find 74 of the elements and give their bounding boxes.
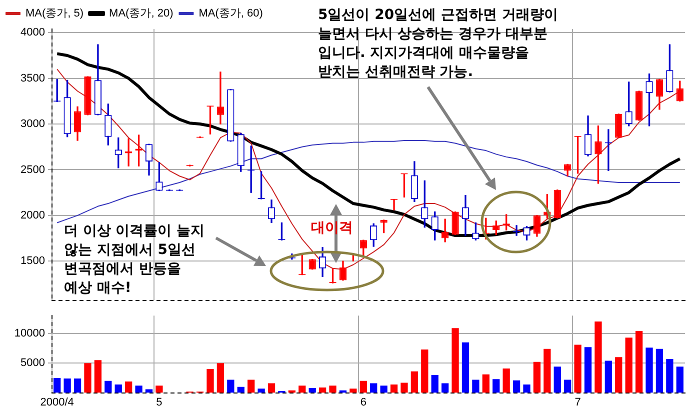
bar [84,363,92,393]
legend-label: MA(종가, 20) [109,8,174,20]
bar [502,368,510,393]
bar [329,386,336,393]
y-tick-label: 5000 [20,357,45,370]
bar [237,386,244,393]
bar [635,331,643,393]
bar [308,388,316,393]
bar [258,388,265,393]
bar [676,366,684,393]
bar [554,366,561,393]
bar [114,384,122,393]
bar [156,386,163,393]
bar [94,360,102,393]
bar [125,382,132,393]
bar [227,380,234,393]
bar [54,378,61,393]
bar [268,383,276,393]
legend-label: MA(종가, 5) [26,8,84,20]
y-tick-label: 10000 [14,327,45,340]
candlestick [216,72,224,124]
y-tick-label: 3000 [20,118,45,130]
x-tick-label: 7 [574,396,581,408]
bar [421,349,428,393]
bar [584,347,592,393]
bar [656,348,664,393]
x-tick-label: 6 [360,396,366,408]
bar [380,386,388,393]
bar [492,379,500,393]
annotation: 더 이상 이격률이 늘지 않는 지점에서 5일선 변곡점에서 반등을 예상 매수! [64,222,205,298]
bar [431,374,438,393]
bar [442,383,449,393]
bar [574,344,582,393]
bar [462,342,470,393]
bar [410,371,418,393]
y-tick-label: 2500 [20,164,45,176]
bar [370,383,378,393]
bar [390,384,398,393]
y-tick-label: 2000 [20,209,45,222]
y-tick-label: 4000 [20,26,45,39]
bar [104,380,112,393]
bar [544,348,551,393]
annotation: 5일선이 20일선에 근접하면 거래량이 늘면서 다시 상승하는 경우가 대부분 입니다. 지지가격대에 매수물량을 받치는 선취매전략 가능. [318,6,558,82]
bar [216,363,224,393]
bar [318,387,326,393]
bar [248,380,255,393]
bar [400,382,408,393]
bar [350,388,357,393]
bar [298,386,306,393]
bar [594,322,602,393]
bar [135,386,142,393]
y-tick-label: 1500 [20,255,45,268]
bar [533,362,541,393]
annotation: 대이격 [311,219,353,238]
bar [482,374,490,393]
x-tick-label: 5 [156,396,162,408]
legend-label: MA(종가, 60) [198,8,263,20]
bar [625,338,632,393]
x-tick-label: 2000/4 [40,396,74,408]
y-tick-label: 3500 [20,72,45,84]
bar [145,389,153,393]
bar [64,378,71,393]
bar [472,380,480,393]
bar [646,348,653,393]
bar [564,380,572,393]
bar [666,358,674,393]
bar [604,360,612,393]
bar [615,357,622,393]
bar [512,380,520,393]
bar [523,384,530,393]
bar [360,380,367,393]
bar [206,369,214,393]
bar [74,378,82,393]
bar [452,328,459,393]
